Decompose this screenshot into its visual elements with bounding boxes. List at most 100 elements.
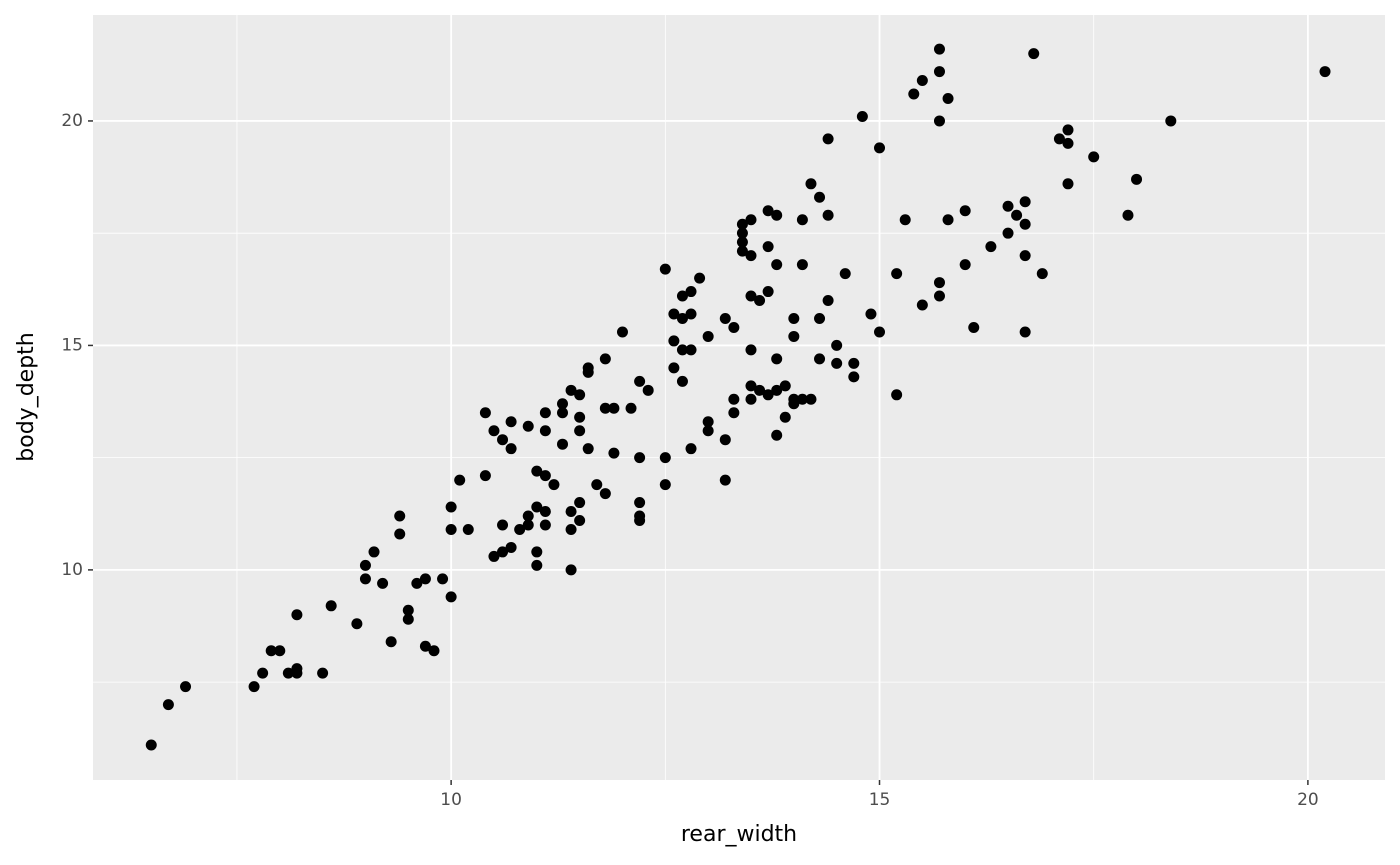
point: [351, 618, 363, 630]
point: [497, 546, 509, 558]
point: [1062, 124, 1074, 136]
point: [402, 613, 414, 625]
point: [574, 389, 586, 401]
point: [728, 407, 740, 419]
point: [959, 259, 971, 271]
point: [788, 312, 800, 324]
point: [599, 402, 611, 414]
point: [574, 497, 586, 509]
point: [676, 375, 688, 387]
x-tick-label: 15: [869, 790, 891, 810]
point: [385, 636, 397, 648]
point: [531, 546, 543, 558]
point: [899, 214, 911, 226]
point: [762, 389, 774, 401]
point: [634, 497, 646, 509]
point: [685, 308, 697, 320]
point: [488, 425, 500, 437]
point: [591, 479, 603, 491]
point: [557, 398, 569, 410]
point: [822, 133, 834, 145]
point: [445, 523, 457, 535]
point: [565, 506, 577, 518]
point: [1122, 209, 1134, 221]
point: [514, 523, 526, 535]
point: [1019, 218, 1031, 230]
point: [608, 402, 620, 414]
point: [796, 214, 808, 226]
point: [762, 205, 774, 217]
point: [599, 353, 611, 365]
point: [659, 452, 671, 464]
point: [754, 295, 766, 307]
point: [291, 609, 303, 621]
point: [1028, 48, 1040, 60]
point: [745, 290, 757, 302]
point: [814, 312, 826, 324]
point: [522, 420, 534, 432]
point: [359, 559, 371, 571]
point: [574, 425, 586, 437]
point: [668, 308, 680, 320]
point: [145, 739, 157, 751]
point: [745, 344, 757, 356]
point: [539, 506, 551, 518]
point: [685, 344, 697, 356]
point: [668, 335, 680, 347]
point: [745, 380, 757, 392]
point: [497, 519, 509, 531]
point: [933, 115, 945, 127]
point: [1002, 227, 1014, 239]
point: [702, 425, 714, 437]
y-tick-label: 15: [61, 335, 83, 355]
point: [771, 259, 783, 271]
point: [522, 510, 534, 522]
point: [1036, 268, 1048, 280]
point: [274, 645, 286, 657]
point: [1062, 137, 1074, 149]
point: [539, 425, 551, 437]
point: [505, 541, 517, 553]
point: [454, 474, 466, 486]
point: [745, 393, 757, 405]
point: [874, 326, 886, 338]
point: [762, 241, 774, 253]
point: [548, 479, 560, 491]
point: [822, 295, 834, 307]
point: [368, 546, 380, 558]
point: [779, 411, 791, 423]
point: [282, 667, 294, 679]
point: [582, 443, 594, 455]
point: [676, 312, 688, 324]
point: [402, 604, 414, 616]
point: [317, 667, 329, 679]
point: [634, 452, 646, 464]
x-tick-label: 20: [1297, 790, 1319, 810]
point: [1165, 115, 1177, 127]
point: [779, 380, 791, 392]
point: [814, 191, 826, 203]
point: [359, 573, 371, 585]
point: [497, 434, 509, 446]
point: [831, 357, 843, 369]
point: [488, 550, 500, 562]
point: [788, 398, 800, 410]
point: [599, 488, 611, 500]
point: [325, 600, 337, 612]
y-axis-title: body_depth: [14, 332, 39, 461]
point: [728, 321, 740, 333]
point: [736, 227, 748, 239]
point: [479, 470, 491, 482]
point: [796, 393, 808, 405]
point: [874, 142, 886, 154]
point: [805, 178, 817, 190]
point: [419, 573, 431, 585]
point: [1053, 133, 1065, 145]
point: [257, 667, 269, 679]
point: [736, 236, 748, 248]
point: [771, 209, 783, 221]
point: [1319, 66, 1331, 78]
point: [745, 214, 757, 226]
point: [616, 326, 628, 338]
